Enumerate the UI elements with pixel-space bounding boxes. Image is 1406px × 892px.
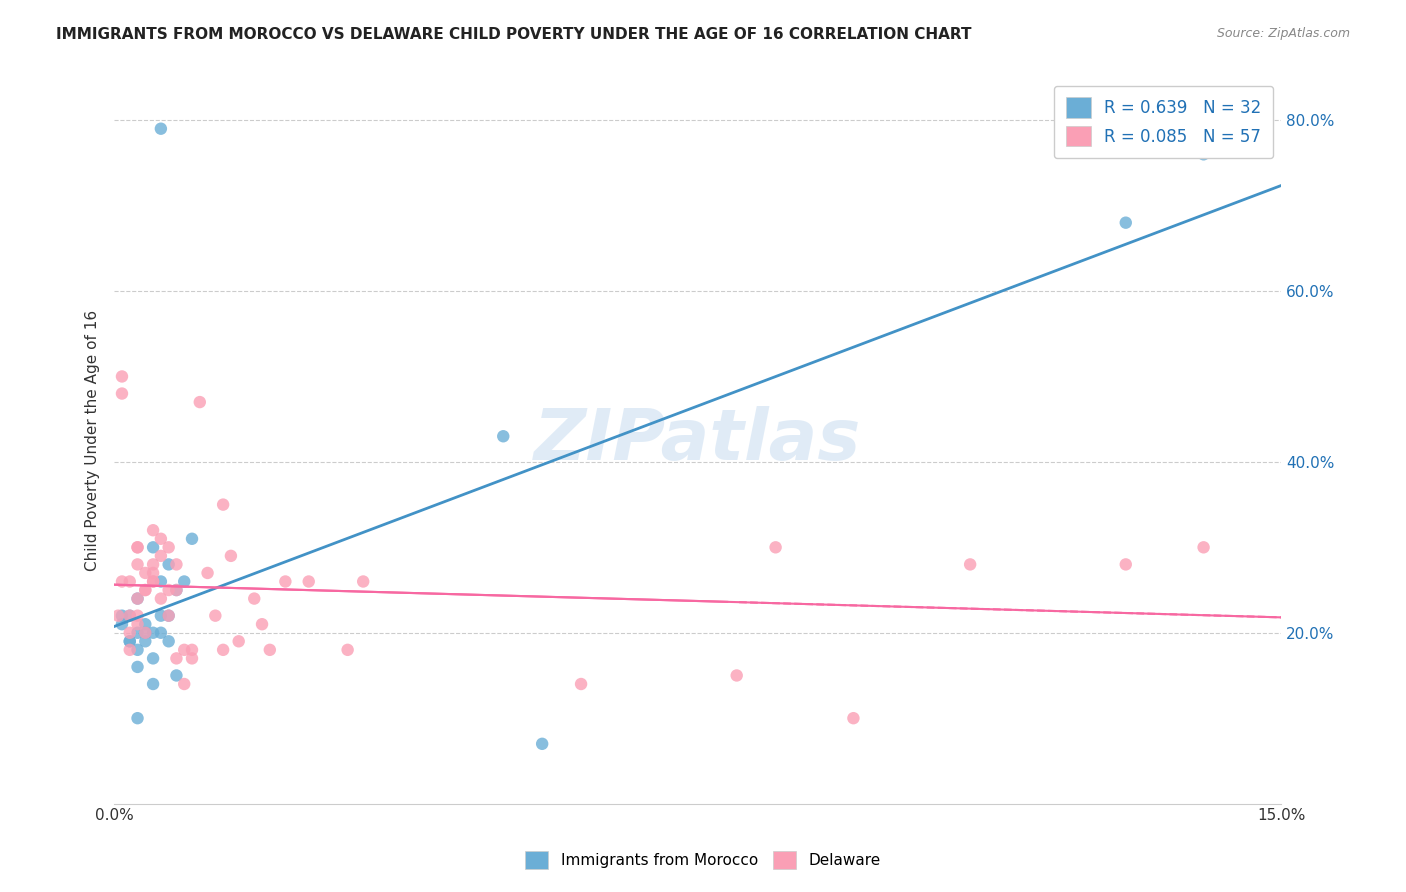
Point <box>352 574 374 589</box>
Point <box>118 634 141 648</box>
Point <box>134 634 156 648</box>
Point <box>111 369 134 384</box>
Point <box>725 668 748 682</box>
Point <box>127 591 149 606</box>
Point <box>165 651 187 665</box>
Point <box>243 591 266 606</box>
Point <box>250 617 273 632</box>
Point <box>149 574 172 589</box>
Point <box>336 643 359 657</box>
Point <box>492 429 515 443</box>
Point <box>228 634 250 648</box>
Point <box>149 121 172 136</box>
Point <box>181 643 204 657</box>
Point <box>127 625 149 640</box>
Point <box>569 677 592 691</box>
Text: ZIPatlas: ZIPatlas <box>534 406 862 475</box>
Point <box>157 558 180 572</box>
Point <box>107 608 129 623</box>
Y-axis label: Child Poverty Under the Age of 16: Child Poverty Under the Age of 16 <box>86 310 100 571</box>
Point <box>157 608 180 623</box>
Point <box>127 541 149 555</box>
Point <box>127 591 149 606</box>
Point <box>165 558 187 572</box>
Point <box>127 558 149 572</box>
Point <box>118 608 141 623</box>
Point <box>134 625 156 640</box>
Point <box>165 668 187 682</box>
Point <box>157 608 180 623</box>
Point <box>127 617 149 632</box>
Text: Source: ZipAtlas.com: Source: ZipAtlas.com <box>1216 27 1350 40</box>
Point <box>188 395 211 409</box>
Point <box>197 566 219 580</box>
Point <box>1192 541 1215 555</box>
Point <box>157 541 180 555</box>
Point <box>181 532 204 546</box>
Point <box>111 574 134 589</box>
Point <box>142 558 165 572</box>
Point <box>173 643 195 657</box>
Point <box>127 711 149 725</box>
Point <box>134 625 156 640</box>
Point <box>118 625 141 640</box>
Point <box>219 549 242 563</box>
Point <box>259 643 281 657</box>
Point <box>165 582 187 597</box>
Point <box>959 558 981 572</box>
Point <box>165 582 187 597</box>
Point <box>842 711 865 725</box>
Point <box>134 566 156 580</box>
Point <box>149 549 172 563</box>
Point <box>111 617 134 632</box>
Point <box>173 677 195 691</box>
Point <box>1115 216 1137 230</box>
Point <box>149 608 172 623</box>
Point <box>142 625 165 640</box>
Point <box>149 591 172 606</box>
Point <box>127 541 149 555</box>
Point <box>298 574 321 589</box>
Point <box>134 582 156 597</box>
Point <box>1192 147 1215 161</box>
Point <box>111 608 134 623</box>
Point <box>142 541 165 555</box>
Point <box>142 651 165 665</box>
Point <box>118 634 141 648</box>
Point <box>127 608 149 623</box>
Point <box>118 608 141 623</box>
Legend: Immigrants from Morocco, Delaware: Immigrants from Morocco, Delaware <box>519 845 887 875</box>
Point <box>134 617 156 632</box>
Point <box>111 386 134 401</box>
Legend: R = 0.639   N = 32, R = 0.085   N = 57: R = 0.639 N = 32, R = 0.085 N = 57 <box>1054 86 1272 158</box>
Point <box>142 566 165 580</box>
Point <box>118 574 141 589</box>
Point <box>142 574 165 589</box>
Point <box>157 582 180 597</box>
Point <box>181 651 204 665</box>
Point <box>149 625 172 640</box>
Point <box>127 660 149 674</box>
Point <box>212 498 235 512</box>
Point <box>142 523 165 537</box>
Point <box>765 541 787 555</box>
Point <box>274 574 297 589</box>
Point <box>157 634 180 648</box>
Point <box>173 574 195 589</box>
Point <box>118 643 141 657</box>
Point <box>142 574 165 589</box>
Point <box>204 608 226 623</box>
Point <box>127 643 149 657</box>
Point <box>212 643 235 657</box>
Point <box>142 677 165 691</box>
Text: IMMIGRANTS FROM MOROCCO VS DELAWARE CHILD POVERTY UNDER THE AGE OF 16 CORRELATIO: IMMIGRANTS FROM MOROCCO VS DELAWARE CHIL… <box>56 27 972 42</box>
Point <box>134 582 156 597</box>
Point <box>531 737 554 751</box>
Point <box>149 532 172 546</box>
Point <box>1115 558 1137 572</box>
